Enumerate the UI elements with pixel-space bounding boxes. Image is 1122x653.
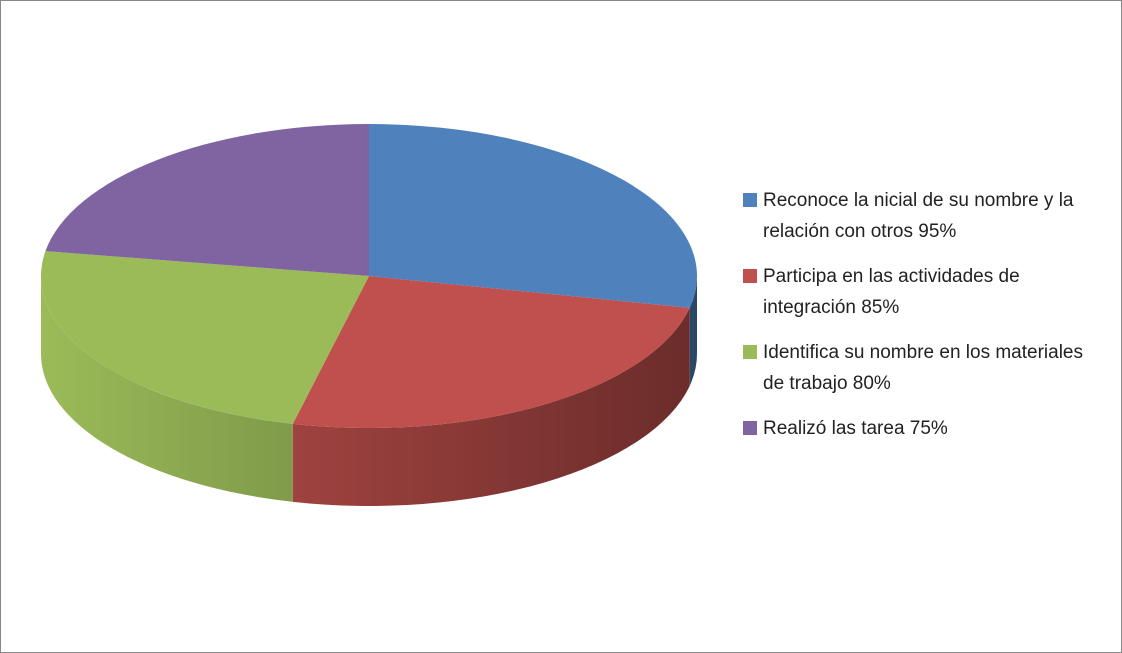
legend-item: Reconoce la nicial de su nombre y la rel… [743, 185, 1093, 247]
legend-swatch [743, 345, 757, 359]
legend-swatch [743, 421, 757, 435]
pie-area [41, 124, 698, 506]
legend-swatch [743, 269, 757, 283]
slice-side [292, 307, 690, 506]
slice [45, 124, 369, 276]
legend-item: Participa en las actividades de integrac… [743, 261, 1093, 323]
legend-label: Reconoce la nicial de su nombre y la rel… [763, 190, 1074, 242]
slice-side [689, 276, 697, 386]
legend-label: Participa en las actividades de integrac… [763, 266, 1020, 318]
legend-swatch [743, 193, 757, 207]
legend-item: Realizó las tarea 75% [743, 413, 1093, 444]
legend: Reconoce la nicial de su nombre y la rel… [743, 185, 1093, 458]
slice [369, 124, 698, 308]
slice-side [41, 276, 293, 502]
slice [41, 251, 370, 424]
legend-item: Identifica su nombre en los materiales d… [743, 337, 1093, 399]
legend-label: Identifica su nombre en los materiales d… [763, 342, 1083, 394]
legend-label: Realizó las tarea 75% [763, 418, 948, 439]
slice [292, 276, 690, 429]
